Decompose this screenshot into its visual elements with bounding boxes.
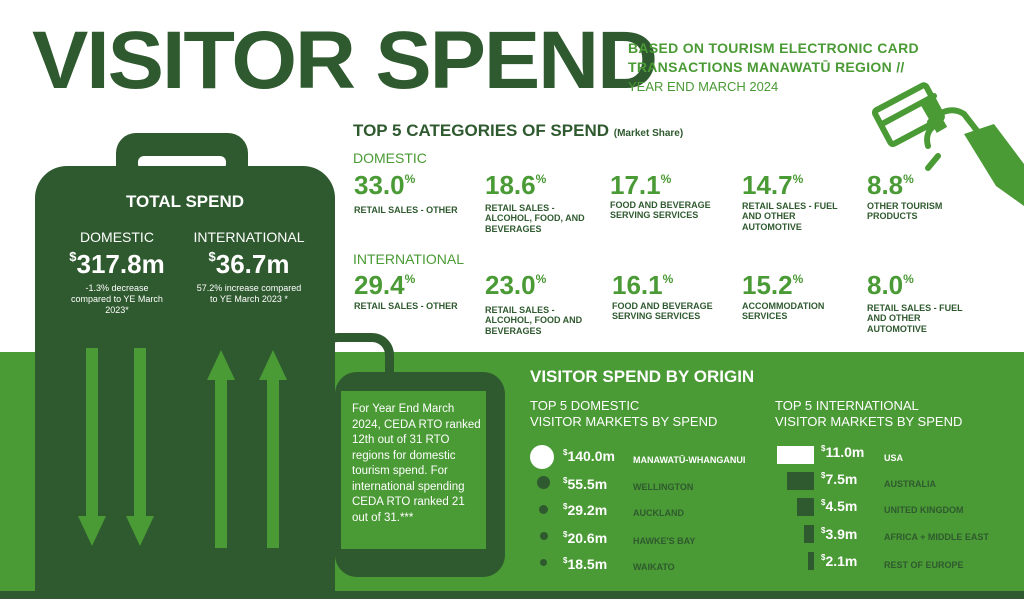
subtitle-line-1: BASED ON TOURISM ELECTRONIC CARD <box>628 40 919 56</box>
ranking-note: For Year End March 2024, CEDA RTO ranked… <box>352 403 481 524</box>
top5-title-note: (Market Share) <box>613 128 684 139</box>
market-name: AUCKLAND <box>633 508 684 518</box>
market-value: $18.5m <box>563 556 608 572</box>
top5-title-text: TOP 5 CATEGORIES OF SPEND <box>353 121 609 140</box>
category-percent: 23.0% <box>485 270 547 300</box>
subtitle-line-2: TRANSACTIONS MANAWATŪ REGION // <box>628 59 905 75</box>
market-marker-international-3 <box>797 498 814 516</box>
market-name: WAIKATO <box>633 562 675 572</box>
market-marker-domestic-5 <box>540 559 547 566</box>
market-value: $7.5m <box>821 471 858 487</box>
international-markets-heading: TOP 5 INTERNATIONAL VISITOR MARKETS BY S… <box>775 398 962 431</box>
market-name: HAWKE'S BAY <box>633 536 696 546</box>
category-label: RETAIL SALES - FUEL AND OTHER AUTOMOTIVE <box>867 303 963 334</box>
international-category-1: 29.4% RETAIL SALES - OTHER <box>354 272 474 311</box>
category-label: RETAIL SALES - OTHER <box>354 301 458 311</box>
international-total-value: $36.7m <box>208 249 290 279</box>
market-marker-international-1 <box>777 446 814 464</box>
market-name: MANAWATŪ-WHANGANUI <box>633 455 746 465</box>
market-name: REST OF EUROPE <box>884 560 964 570</box>
domestic-change-note: -1.3% decrease compared to YE March 2023… <box>71 283 163 315</box>
market-value: $4.5m <box>821 498 858 514</box>
category-label: FOOD AND BEVERAGE SERVING SERVICES <box>610 200 711 221</box>
international-category-3: 16.1% FOOD AND BEVERAGE SERVING SERVICES <box>612 272 732 322</box>
category-label: RETAIL SALES - ALCOHOL, FOOD, AND BEVERA… <box>485 203 585 234</box>
market-marker-international-4 <box>804 525 814 543</box>
category-label: RETAIL SALES - OTHER <box>354 205 458 215</box>
domestic-category-2: 18.6% RETAIL SALES - ALCOHOL, FOOD, AND … <box>485 172 600 234</box>
international-label: INTERNATIONAL <box>193 229 305 245</box>
domestic-markets-heading: TOP 5 DOMESTIC VISITOR MARKETS BY SPEND <box>530 398 717 431</box>
suitcase-wheel <box>90 579 100 599</box>
suitcase-wheel <box>275 579 285 599</box>
market-marker-international-5 <box>808 552 814 570</box>
category-percent: 29.4% <box>354 270 416 300</box>
domestic-category-5: 8.8% OTHER TOURISM PRODUCTS <box>867 172 972 222</box>
category-label: FOOD AND BEVERAGE SERVING SERVICES <box>612 301 713 322</box>
market-marker-domestic-3 <box>539 505 548 514</box>
up-arrow-icon <box>207 350 287 548</box>
market-value: $140.0m <box>563 448 615 464</box>
international-markets-heading-2: VISITOR MARKETS BY SPEND <box>775 414 963 430</box>
market-marker-international-2 <box>787 472 814 490</box>
subtitle-line-3: YEAR END MARCH 2024 <box>628 79 779 94</box>
ranking-card-inner <box>341 391 486 549</box>
domestic-category-4: 14.7% RETAIL SALES - FUEL AND OTHER AUTO… <box>742 172 852 232</box>
category-percent: 18.6% <box>485 170 547 200</box>
origin-title: VISITOR SPEND BY ORIGIN <box>530 367 755 386</box>
market-name: UNITED KINGDOM <box>884 505 964 515</box>
card-handle <box>316 333 394 384</box>
domestic-category-3: 17.1% FOOD AND BEVERAGE SERVING SERVICES <box>610 172 730 221</box>
market-value: $55.5m <box>563 476 608 492</box>
category-label: ACCOMMODATION SERVICES <box>742 301 825 322</box>
top5-international-label: INTERNATIONAL <box>353 251 464 267</box>
international-category-5: 8.0% RETAIL SALES - FUEL AND OTHER AUTOM… <box>867 272 972 334</box>
international-category-4: 15.2% ACCOMMODATION SERVICES <box>742 272 852 322</box>
bottom-strip <box>0 591 1024 599</box>
domestic-total-value: $317.8m <box>69 249 165 279</box>
domestic-markets-heading-1: TOP 5 DOMESTIC <box>530 398 640 413</box>
market-value: $2.1m <box>821 553 858 569</box>
market-marker-domestic-2 <box>537 476 550 489</box>
market-value: $11.0m <box>821 444 865 460</box>
international-category-2: 23.0% RETAIL SALES - ALCOHOL, FOOD AND B… <box>485 272 600 336</box>
international-markets-heading-1: TOP 5 INTERNATIONAL <box>775 398 919 413</box>
category-percent: 33.0% <box>354 170 416 200</box>
category-percent: 14.7% <box>742 170 804 200</box>
page-title: VISITOR SPEND <box>32 15 658 106</box>
total-spend-domestic: DOMESTIC $317.8m -1.3% decrease compared… <box>58 229 176 315</box>
card-in-hand-icon <box>871 82 1024 206</box>
down-arrow-icon <box>78 348 154 546</box>
market-name: USA <box>884 453 904 463</box>
market-value: $20.6m <box>563 530 608 546</box>
category-label: RETAIL SALES - ALCOHOL, FOOD AND BEVERAG… <box>485 305 583 336</box>
domestic-label: DOMESTIC <box>80 229 154 245</box>
market-value: $29.2m <box>563 502 608 518</box>
market-marker-domestic-1 <box>530 445 554 469</box>
top5-title: TOP 5 CATEGORIES OF SPEND (Market Share) <box>353 121 683 141</box>
domestic-category-1: 33.0% RETAIL SALES - OTHER <box>354 172 474 215</box>
market-value: $3.9m <box>821 526 858 542</box>
international-change-note: 57.2% increase compared to YE March 2023… <box>196 283 302 304</box>
category-label: OTHER TOURISM PRODUCTS <box>867 201 943 222</box>
market-name: AUSTRALIA <box>884 479 936 489</box>
top5-domestic-label: DOMESTIC <box>353 150 427 166</box>
category-percent: 17.1% <box>610 170 672 200</box>
market-name: WELLINGTON <box>633 482 694 492</box>
category-percent: 8.8% <box>867 170 914 200</box>
category-percent: 16.1% <box>612 270 674 300</box>
domestic-markets-heading-2: VISITOR MARKETS BY SPEND <box>530 414 718 430</box>
category-percent: 15.2% <box>742 270 804 300</box>
category-label: RETAIL SALES - FUEL AND OTHER AUTOMOTIVE <box>742 201 838 232</box>
category-percent: 8.0% <box>867 270 914 300</box>
market-name: AFRICA + MIDDLE EAST <box>884 532 989 542</box>
total-spend-title: TOTAL SPEND <box>125 192 245 211</box>
total-spend-international: INTERNATIONAL $36.7m 57.2% increase comp… <box>186 229 312 305</box>
market-marker-domestic-4 <box>540 532 548 540</box>
